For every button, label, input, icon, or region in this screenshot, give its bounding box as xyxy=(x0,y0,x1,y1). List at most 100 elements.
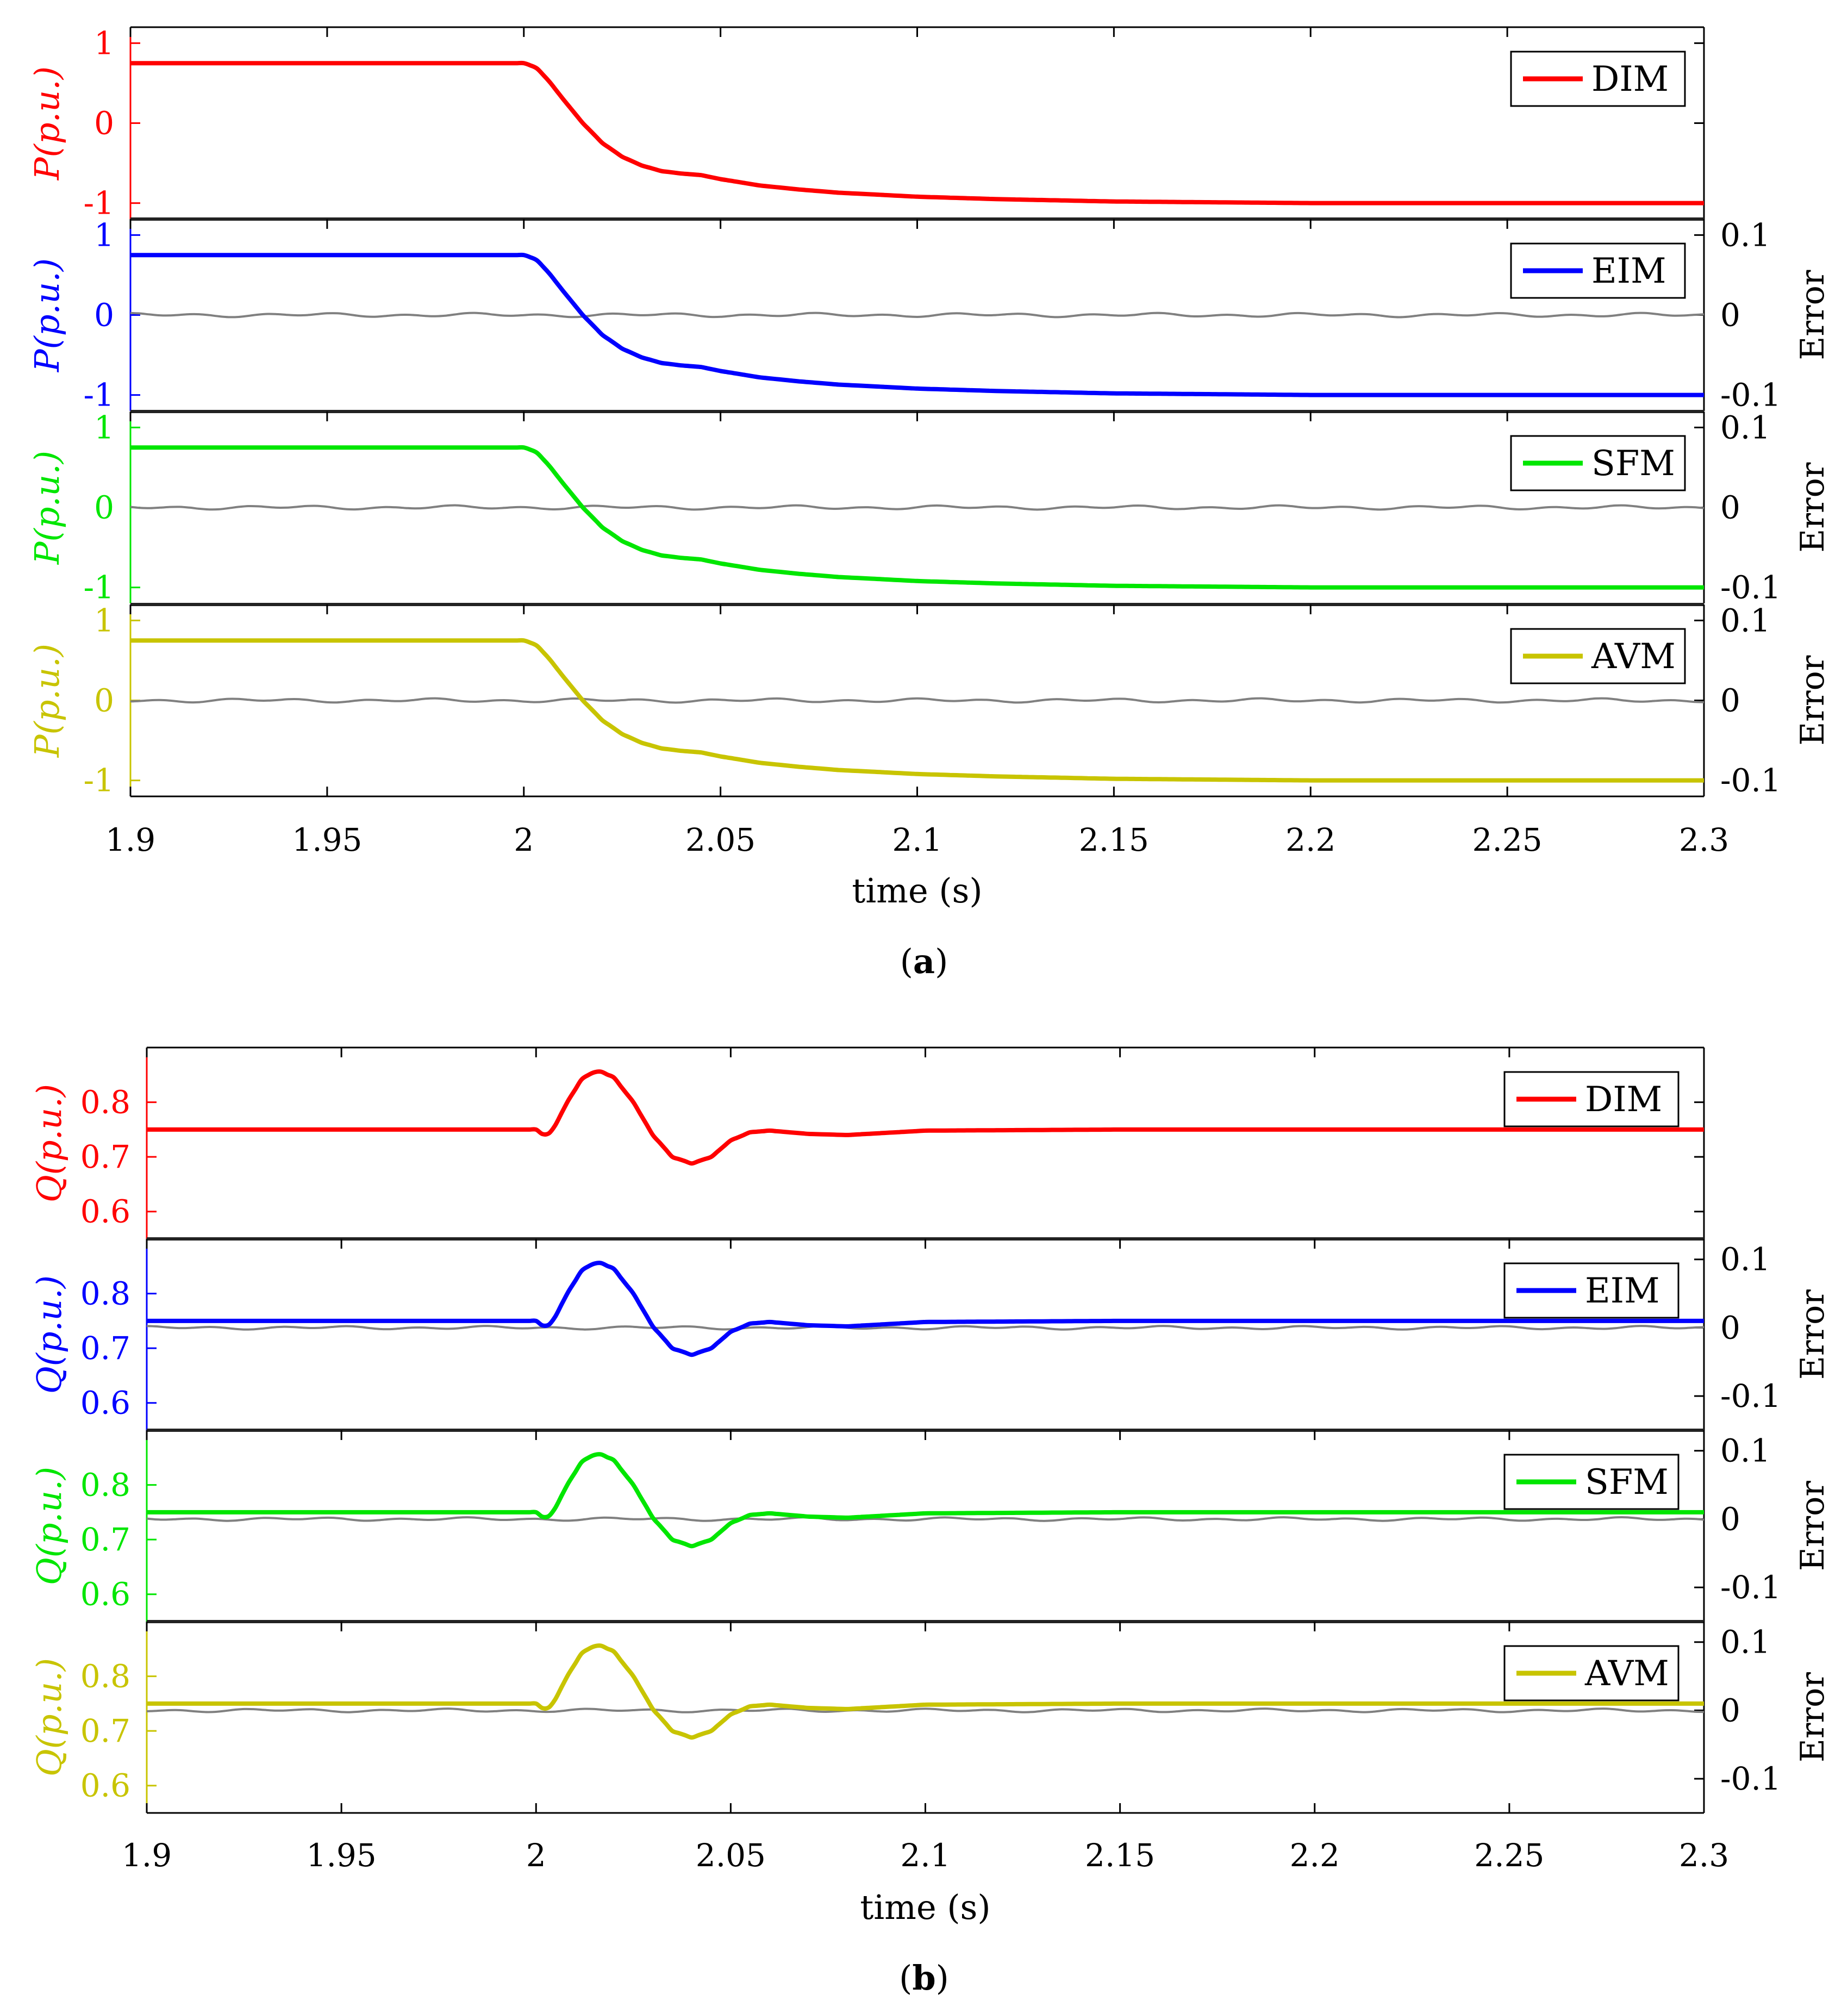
error-axis-label: Error xyxy=(1794,655,1832,745)
legend-eim: EIM xyxy=(1503,1262,1680,1319)
y-tick-label: -1 xyxy=(84,569,115,606)
error-line-avm xyxy=(146,1707,1705,1713)
x-tick-label: 2.05 xyxy=(685,821,756,858)
subplot-sfm: 0.8 0.7 0.6 0.1 0 -0.1 Error Q(p.u.) SFM xyxy=(29,1429,1832,1622)
y-axis-label: Q(p.u.) xyxy=(29,1084,69,1202)
error-line-eim xyxy=(146,1325,1705,1331)
y-tick-label: 0 xyxy=(94,297,114,334)
x-tick-label: 1.95 xyxy=(307,1837,377,1874)
panel-b: 0.8 0.7 0.6 Q(p.u.) DIM 0.8 0.7 0.6 0.1 0 -0.1 Erro… xyxy=(29,1046,1832,1927)
subplot-sfm: 1 0 -1 0.1 0 -0.1 Error P(p.u.) SFM xyxy=(27,409,1832,606)
x-tick-label: 2.3 xyxy=(1679,1837,1729,1874)
x-axis-label: time (s) xyxy=(860,1887,990,1927)
error-line-eim xyxy=(130,311,1705,319)
legend-sfm: SFM xyxy=(1510,435,1686,491)
error-axis-label: Error xyxy=(1794,1289,1832,1380)
x-tick-label: 2 xyxy=(514,821,534,858)
y-tick-label: 0.7 xyxy=(80,1138,130,1175)
error-tick-label: 0.1 xyxy=(1720,409,1770,446)
error-tick-label: 0 xyxy=(1720,1692,1740,1729)
subplot-dim: 0.8 0.7 0.6 Q(p.u.) DIM xyxy=(29,1046,1705,1239)
error-tick-label: -0.1 xyxy=(1720,1569,1781,1606)
legend-label: EIM xyxy=(1585,1271,1660,1311)
y-tick-label: 0.8 xyxy=(80,1658,130,1695)
legend-eim: EIM xyxy=(1510,242,1686,299)
x-tick-label: 2.15 xyxy=(1079,821,1149,858)
y-tick-label: 0.7 xyxy=(80,1521,130,1558)
error-axis-label: Error xyxy=(1794,462,1832,552)
series-line-eim xyxy=(130,252,1704,397)
y-axis-label: P(p.u.) xyxy=(27,451,67,565)
y-tick-label: 0.6 xyxy=(80,1193,130,1230)
legend-label: AVM xyxy=(1591,637,1676,677)
series-line-dim xyxy=(130,60,1704,205)
series-line-sfm xyxy=(147,1452,1704,1549)
subplot-eim: 0.8 0.7 0.6 0.1 0 -0.1 Error Q(p.u.) EIM xyxy=(29,1237,1832,1430)
subplot-eim: 1 0 -1 0.1 0 -0.1 Error P(p.u.) EIM xyxy=(27,216,1832,413)
legend-sfm: SFM xyxy=(1503,1454,1680,1510)
subplot-dim: 1 0 -1 P(p.u.) DIM xyxy=(27,24,1705,222)
legend-dim: DIM xyxy=(1503,1071,1680,1127)
error-tick-label: 0.1 xyxy=(1720,1432,1770,1469)
error-tick-label: 0 xyxy=(1720,1309,1740,1346)
x-tick-label: 1.9 xyxy=(122,1837,172,1874)
y-tick-label: -1 xyxy=(84,762,115,799)
series-line-sfm xyxy=(130,445,1704,590)
legend-label: SFM xyxy=(1585,1462,1669,1503)
y-tick-label: 1 xyxy=(94,24,114,61)
x-tick-label: 2.05 xyxy=(696,1837,766,1874)
caption-b: (b) xyxy=(899,1958,949,1998)
legend-label: EIM xyxy=(1591,251,1666,291)
series-line-dim xyxy=(147,1069,1704,1166)
y-tick-label: 1 xyxy=(94,602,114,639)
y-tick-label: 1 xyxy=(94,216,114,253)
y-axis-label: P(p.u.) xyxy=(27,66,67,180)
y-tick-label: 0.6 xyxy=(80,1385,130,1422)
subplot-avm: 0.8 0.7 0.6 0.1 0 -0.1 Error Q(p.u.) AVM xyxy=(29,1620,1832,1813)
error-tick-label: -0.1 xyxy=(1720,1760,1781,1797)
x-tick-label: 2.1 xyxy=(892,821,942,858)
x-tick-label: 2.1 xyxy=(900,1837,950,1874)
subplot-avm: 1 0 -1 0.1 0 -0.1 Error P(p.u.) AVM xyxy=(27,602,1832,799)
legend-label: DIM xyxy=(1591,59,1669,99)
series-line-avm xyxy=(130,638,1704,783)
y-tick-label: -1 xyxy=(84,377,115,414)
y-axis-label: P(p.u.) xyxy=(27,258,67,372)
error-line-avm xyxy=(130,697,1705,704)
y-tick-label: 0 xyxy=(94,682,114,719)
error-tick-label: 0 xyxy=(1720,297,1740,334)
error-tick-label: 0.1 xyxy=(1720,216,1770,253)
y-tick-label: 0.7 xyxy=(80,1330,130,1367)
y-tick-label: 1 xyxy=(94,409,114,446)
error-axis-label: Error xyxy=(1794,270,1832,360)
y-tick-label: 0.8 xyxy=(80,1084,130,1121)
legend-label: SFM xyxy=(1591,444,1675,484)
error-tick-label: 0 xyxy=(1720,1500,1740,1537)
legend-avm: AVM xyxy=(1503,1645,1680,1701)
y-axis-label: P(p.u.) xyxy=(27,644,67,758)
y-axis-label: Q(p.u.) xyxy=(29,1658,69,1777)
series-line-eim xyxy=(147,1261,1704,1357)
error-tick-label: 0.1 xyxy=(1720,602,1770,639)
caption-a: (a) xyxy=(900,942,948,981)
x-tick-label: 2 xyxy=(526,1837,546,1874)
legend-box xyxy=(1510,51,1686,107)
legend-box xyxy=(1510,628,1686,684)
error-tick-label: 0 xyxy=(1720,489,1740,526)
y-tick-label: 0.8 xyxy=(80,1275,130,1312)
x-tick-label: 2.15 xyxy=(1085,1837,1155,1874)
x-tick-label: 2.25 xyxy=(1474,1837,1544,1874)
error-tick-label: -0.1 xyxy=(1720,762,1781,799)
y-tick-label: 0.6 xyxy=(80,1576,130,1613)
y-tick-label: 0 xyxy=(94,489,114,526)
x-tick-label: 2.3 xyxy=(1679,821,1729,858)
legend-dim: DIM xyxy=(1510,51,1686,107)
y-axis-label: Q(p.u.) xyxy=(29,1467,69,1585)
error-tick-label: 0 xyxy=(1720,682,1740,719)
x-tick-label: 2.2 xyxy=(1290,1837,1340,1874)
y-tick-label: -1 xyxy=(84,185,115,222)
error-axis-label: Error xyxy=(1794,1481,1832,1571)
error-line-sfm xyxy=(130,504,1705,511)
legend-label: AVM xyxy=(1584,1654,1669,1694)
